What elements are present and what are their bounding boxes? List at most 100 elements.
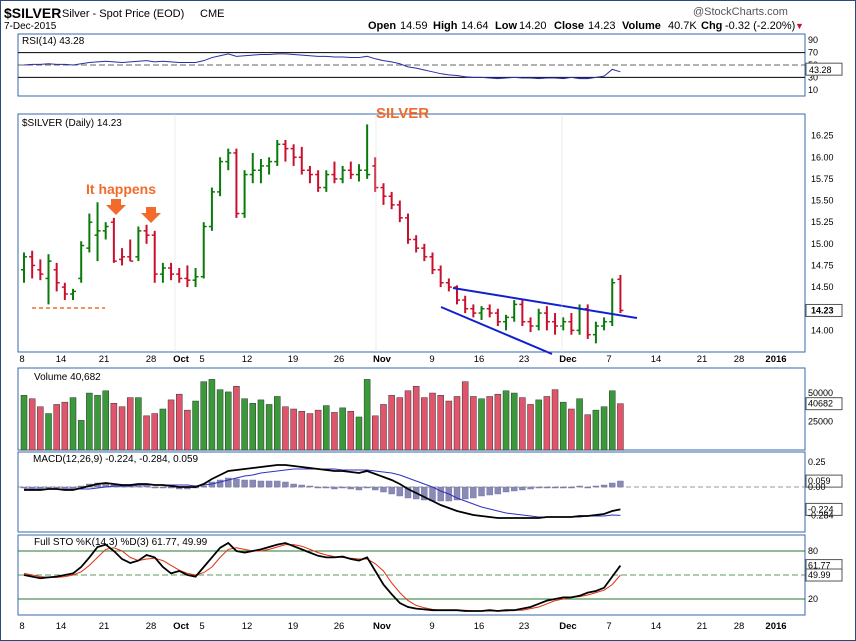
x-tick-label: 8 xyxy=(19,621,24,632)
price-bar xyxy=(151,230,158,283)
volume-bar xyxy=(94,395,101,451)
macd-histogram-bar xyxy=(306,485,314,488)
price-bar xyxy=(355,164,362,182)
rsi-current-box xyxy=(805,62,843,76)
silver-title: SILVER xyxy=(376,105,429,122)
macd-histogram-bar xyxy=(167,486,175,489)
macd-histogram-bar xyxy=(290,483,297,488)
x-tick-label: 7 xyxy=(606,621,611,632)
macd-histogram-bar xyxy=(535,486,542,489)
price-bar xyxy=(503,314,510,331)
price-bar xyxy=(413,235,420,253)
volume-bar xyxy=(437,395,444,451)
close-value: 14.23 xyxy=(588,20,616,32)
volume-bar xyxy=(143,415,150,451)
volume-bar xyxy=(86,392,93,451)
x-tick-label: 8 xyxy=(19,354,24,365)
volume-bar xyxy=(208,379,216,451)
price-bar xyxy=(315,170,322,192)
macd-histogram-bar xyxy=(502,486,510,493)
volume-bar xyxy=(470,396,477,451)
volume-bar xyxy=(265,404,273,451)
price-bar xyxy=(331,161,338,184)
volume-bar xyxy=(151,413,158,451)
price-bar xyxy=(306,165,313,184)
price-bar xyxy=(339,165,346,184)
volume-tick-label: 25000 xyxy=(808,417,833,427)
volume-bar xyxy=(568,408,575,451)
x-tick-label: 26 xyxy=(334,621,345,632)
price-bar xyxy=(421,243,428,262)
volume-bar xyxy=(355,416,363,451)
lower-trendline xyxy=(440,306,553,355)
x-tick-label: Oct xyxy=(173,621,190,632)
macd-histogram-bar xyxy=(527,486,534,490)
macd-histogram-bar xyxy=(404,486,412,499)
price-bar xyxy=(535,308,542,331)
macd-histogram-bar xyxy=(143,485,150,488)
price-bar xyxy=(347,161,354,179)
x-tick-label: 23 xyxy=(519,354,530,365)
exchange-label: CME xyxy=(200,8,224,20)
macd-histogram-bar xyxy=(617,480,624,488)
rsi-tick-label: 30 xyxy=(808,72,818,82)
rsi-tick-label: 10 xyxy=(808,85,818,95)
macd-histogram-bar xyxy=(257,480,265,488)
price-bar xyxy=(61,282,68,301)
macd-histogram-bar xyxy=(45,486,52,489)
volume-bar xyxy=(257,399,265,451)
volume-current-value: 40682 xyxy=(808,399,833,409)
stoch-value-box xyxy=(805,568,843,582)
volume-bar xyxy=(396,397,404,451)
price-bar xyxy=(257,159,264,184)
volume-bar xyxy=(53,404,60,451)
price-bar xyxy=(494,308,501,327)
volume-bar xyxy=(298,411,306,451)
stoch-tick-label: 61.77 xyxy=(808,561,831,571)
volume-bar xyxy=(363,379,371,451)
price-tick-label: 14.00 xyxy=(811,325,834,335)
price-bar xyxy=(192,268,199,288)
rsi-legend: RSI(14) 43.28 xyxy=(22,36,85,47)
macd-legend: MACD(12,26,9) -0.224, -0.284, 0.059 xyxy=(33,454,199,465)
macd-histogram-bar xyxy=(282,481,289,488)
price-bar xyxy=(478,306,485,320)
x-tick-label: 28 xyxy=(146,354,157,365)
volume-bar xyxy=(69,397,77,451)
x-axes: 8 14 21 28 Oct 5 12 19 26 Nov 9 16 23 Dec 7 14 21 28 2016 8… xyxy=(19,114,787,632)
low-value: 14.20 xyxy=(519,20,547,32)
ohlc-readout: Open 14.59 High 14.64 Low 14.20 Close 14… xyxy=(368,20,804,32)
macd-plot xyxy=(18,464,805,519)
volume-bar xyxy=(192,400,199,451)
low-label: Low xyxy=(495,20,517,32)
macd-histogram-bar xyxy=(241,479,248,488)
price-bar xyxy=(380,183,387,205)
price-bar xyxy=(176,268,183,283)
price-tick-label: 15.00 xyxy=(811,239,834,249)
price-bar xyxy=(543,306,550,331)
volume-bar xyxy=(184,409,191,451)
volume-bar xyxy=(429,392,436,451)
volume-bar xyxy=(486,396,493,451)
x-tick-label: 5 xyxy=(199,621,204,632)
price-bar xyxy=(592,321,599,344)
volume-bar xyxy=(175,393,183,451)
stochastic-legend: Full STO %K(14,3) %D(3) 61.77, 49.99 xyxy=(34,537,208,548)
macd-histogram-bar xyxy=(421,486,428,501)
down-arrow-icon: ▼ xyxy=(795,21,804,31)
volume-bar xyxy=(314,409,322,451)
symbol-label: $SILVER xyxy=(4,5,61,21)
price-bar xyxy=(568,313,575,335)
volume-bar xyxy=(20,395,28,451)
volume-bar xyxy=(527,404,534,451)
price-legend: $SILVER (Daily) 14.23 xyxy=(22,118,122,129)
price-bar xyxy=(470,304,477,318)
price-tick-label: 14.75 xyxy=(811,260,834,270)
macd-histogram-bar xyxy=(225,477,232,488)
x-tick-label: 12 xyxy=(242,621,253,632)
volume-bar xyxy=(600,406,608,451)
price-bar xyxy=(53,262,60,292)
volume-value: 40.7K xyxy=(668,20,697,32)
